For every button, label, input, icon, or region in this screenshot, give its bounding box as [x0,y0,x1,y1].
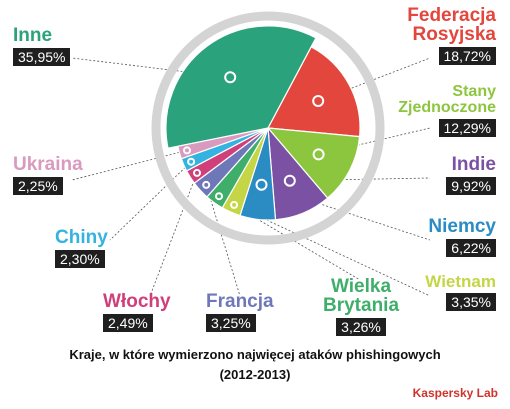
label-wielka-brytania-name-2: Brytania [323,295,400,316]
label-chiny: Chiny 2,30% [55,228,108,268]
leader-line [289,177,431,182]
label-stany-zjednoczone-name-2: Zjednoczone [398,99,496,116]
slice-marker [312,148,325,161]
slice-marker [230,200,239,209]
label-inne: Inne 35,95% [13,25,71,66]
label-francja: Francja 3,25% [206,292,274,332]
slice-marker [255,178,268,191]
label-indie-value: 9,92% [446,177,496,195]
label-wlochy-value: 2,49% [103,314,153,332]
label-wielka-brytania-name-1: Wielka [331,276,392,297]
slice-marker [202,180,211,189]
leader-line [149,172,198,297]
slice-marker [187,157,196,166]
slice-markers [183,71,325,209]
label-wielka-brytania: Wielka Brytania 3,26% [323,277,399,336]
label-indie: Indie 9,92% [446,155,496,195]
label-ukraina-name: Ukraina [13,154,83,175]
label-francja-value: 3,25% [206,314,256,332]
label-federacja-rosyjska-name-2: Rosyjska [412,24,496,45]
label-stany-zjednoczone: Stany Zjednoczone 12,29% [398,84,496,137]
slice-inne [165,25,317,149]
leader-line [71,57,231,78]
leader-line [109,161,192,241]
slice-marker [283,174,296,187]
leader-line [218,195,361,281]
label-stany-zjednoczone-value: 12,29% [438,119,496,137]
label-inne-value: 35,95% [13,48,71,66]
label-niemcy: Niemcy 6,22% [428,217,496,257]
label-federacja-rosyjska: Federacja Rosyjska 18,72% [407,6,496,65]
label-chiny-name: Chiny [55,227,108,248]
label-federacja-rosyjska-name-1: Federacja [407,5,496,26]
label-wietnam-value: 3,35% [446,293,496,311]
label-ukraina-value: 2,25% [13,177,63,195]
pie-slices [165,25,361,221]
leader-line [205,184,241,297]
label-wietnam: Wietnam 3,35% [425,273,496,311]
label-wlochy-name: Włochy [103,291,171,312]
label-federacja-rosyjska-value: 18,72% [438,47,496,65]
label-wietnam-name: Wietnam [425,272,496,291]
slice-marker [215,192,223,201]
label-wlochy: Włochy 2,49% [103,292,171,332]
chart-title: Kraje, w które wymierzono najwięcej atak… [69,347,441,362]
slice-marker [193,168,201,177]
slice-federacja-rosyjska [267,45,361,138]
slice-marker [183,146,191,155]
label-niemcy-name: Niemcy [428,216,496,237]
chart-subtitle: (2012-2013) [219,367,291,382]
label-ukraina: Ukraina 2,25% [13,155,83,195]
slice-marker [224,71,237,84]
label-indie-name: Indie [451,154,496,175]
slice-marker [312,95,325,107]
chart-ring [151,11,385,245]
label-niemcy-value: 6,22% [446,239,496,257]
label-francja-name: Francja [206,291,274,312]
label-stany-zjednoczone-name-1: Stany [452,83,496,100]
brand-logo-text: Kaspersky Lab [412,386,498,400]
leader-line [318,127,431,155]
slice-stany-zjednoczone [266,127,361,199]
label-inne-name: Inne [13,25,53,46]
label-chiny-value: 2,30% [55,250,105,268]
label-wielka-brytania-value: 3,26% [336,318,386,336]
